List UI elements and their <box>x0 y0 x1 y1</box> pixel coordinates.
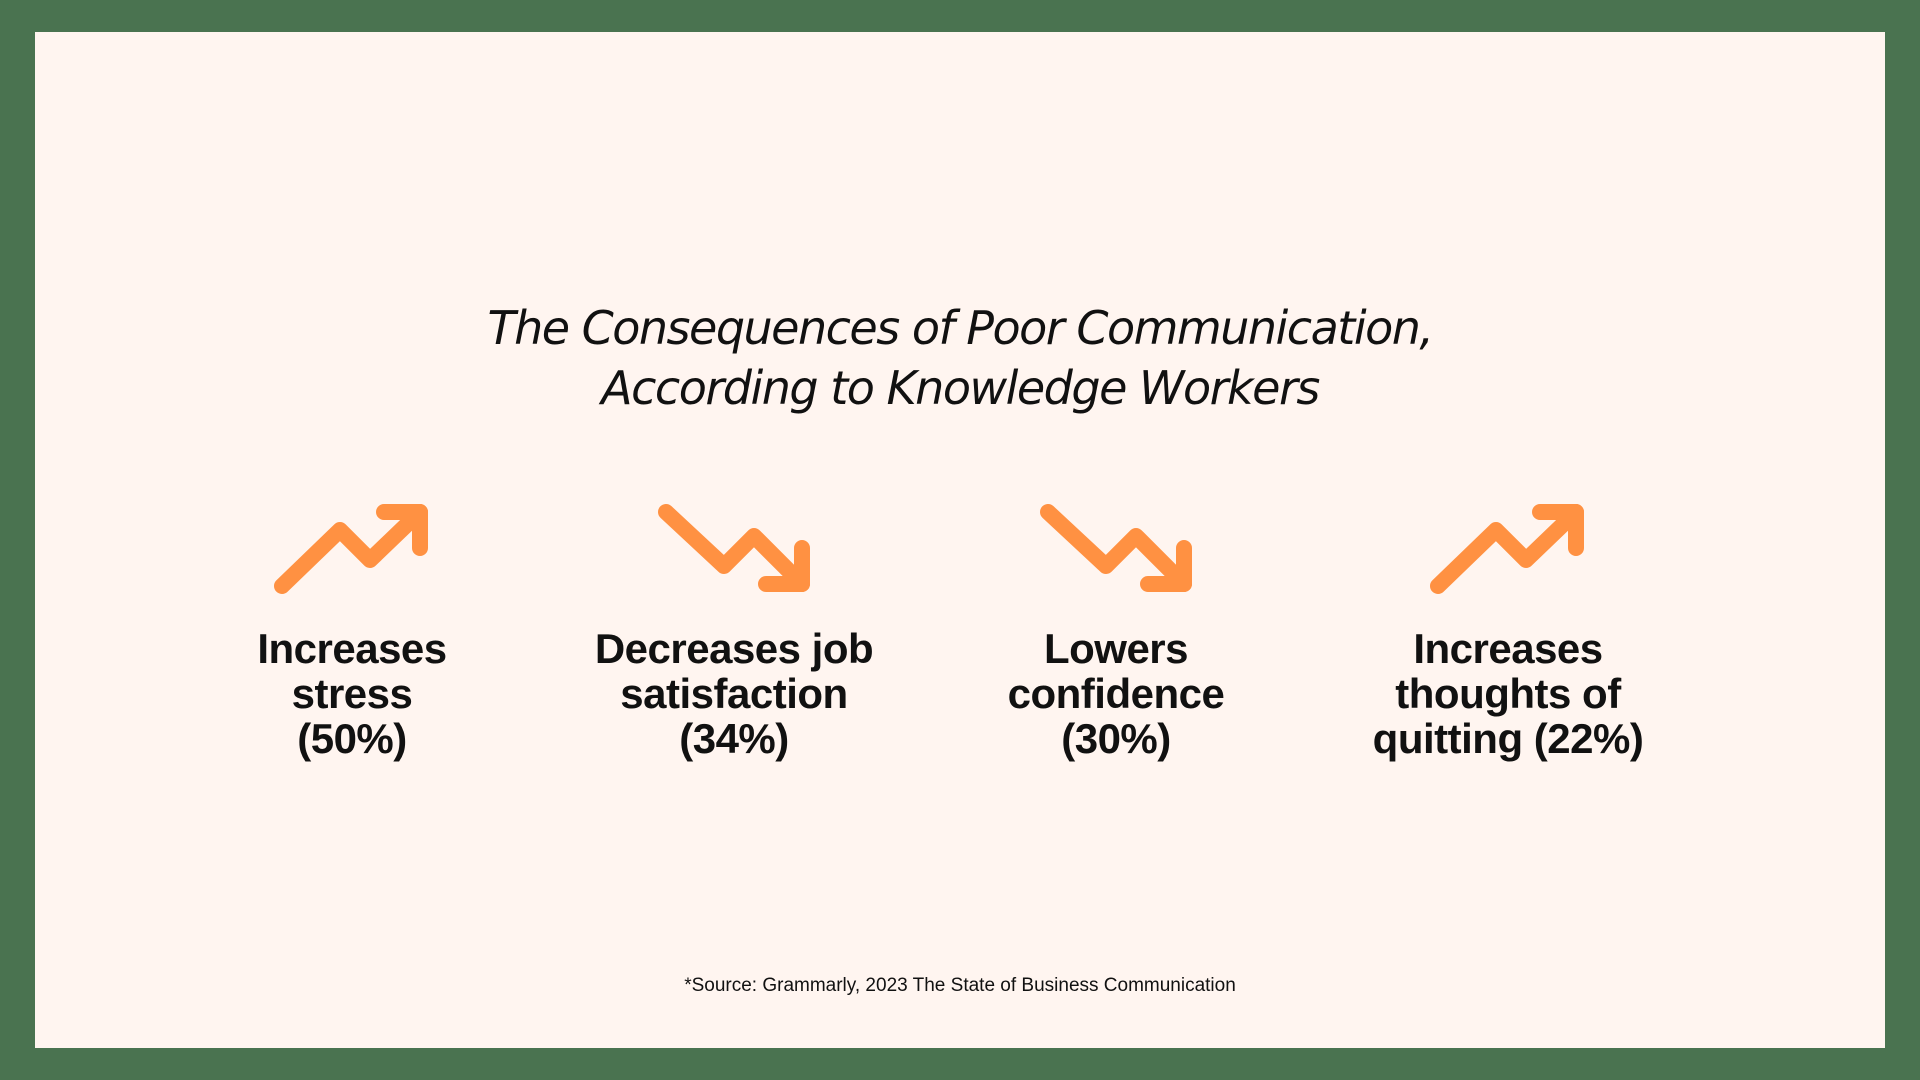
consequence-item-stress: Increases stress (50%) <box>162 500 542 761</box>
item-label: Increases stress (50%) <box>257 625 447 762</box>
trending-down-icon <box>658 504 810 592</box>
consequence-item-quitting: Increases thoughts of quitting (22%) <box>1318 500 1698 761</box>
item-label: Increases thoughts of quitting (22%) <box>1372 625 1644 762</box>
trending-down-icon <box>1040 504 1192 592</box>
consequence-item-job-satisfaction: Decreases job satisfaction (34%) <box>544 500 924 761</box>
title-line-1: The Consequences of Poor Communication, <box>487 301 1434 355</box>
slide-title: The Consequences of Poor Communication, … <box>0 298 1920 418</box>
trending-up-icon <box>1430 504 1584 594</box>
consequence-item-confidence: Lowers confidence (30%) <box>926 500 1306 761</box>
trending-up-icon <box>274 504 428 594</box>
source-citation: *Source: Grammarly, 2023 The State of Bu… <box>684 975 1236 996</box>
item-label: Lowers confidence (30%) <box>1007 625 1225 762</box>
title-line-2: According to Knowledge Workers <box>601 361 1320 415</box>
item-label: Decreases job satisfaction (34%) <box>594 625 874 762</box>
